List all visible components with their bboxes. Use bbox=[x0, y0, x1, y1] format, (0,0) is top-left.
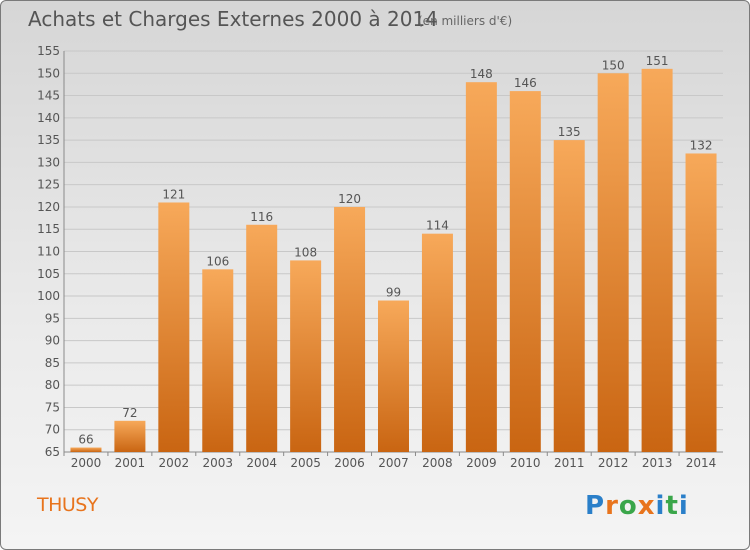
chart-title: Achats et Charges Externes 2000 à 2014 bbox=[28, 7, 438, 31]
data-label-2004: 116 bbox=[250, 210, 273, 224]
bar-2012 bbox=[597, 73, 629, 453]
y-tick-label: 75 bbox=[45, 400, 60, 414]
y-tick-label: 70 bbox=[45, 423, 60, 437]
y-tick-label: 85 bbox=[45, 356, 60, 370]
logo-letter: t bbox=[665, 491, 679, 521]
x-tick-label-2010: 2010 bbox=[510, 456, 541, 470]
x-tick-label-2002: 2002 bbox=[159, 456, 190, 470]
bar-2010 bbox=[509, 91, 541, 452]
logo-letter: o bbox=[618, 491, 638, 521]
y-tick-label: 140 bbox=[37, 111, 60, 125]
data-label-2013: 151 bbox=[646, 54, 669, 68]
proxiti-logo: Proxiti bbox=[585, 491, 689, 521]
bar-2011 bbox=[553, 140, 585, 452]
y-tick-label: 155 bbox=[37, 44, 60, 58]
logo-letter: i bbox=[678, 491, 689, 521]
y-tick-label: 105 bbox=[37, 267, 60, 281]
bar-2003 bbox=[202, 269, 234, 452]
y-tick-label: 150 bbox=[37, 66, 60, 80]
x-tick-label-2006: 2006 bbox=[334, 456, 365, 470]
data-label-2003: 106 bbox=[206, 254, 229, 268]
data-label-2008: 114 bbox=[426, 219, 449, 233]
y-tick-label: 100 bbox=[37, 289, 60, 303]
bar-2004 bbox=[246, 224, 278, 452]
y-tick-label: 65 bbox=[45, 445, 60, 459]
x-tick-label-2012: 2012 bbox=[598, 456, 629, 470]
data-label-2014: 132 bbox=[690, 138, 713, 152]
y-tick-label: 135 bbox=[37, 133, 60, 147]
data-label-2012: 150 bbox=[602, 58, 625, 72]
data-label-2010: 146 bbox=[514, 76, 537, 90]
x-tick-label-2014: 2014 bbox=[686, 456, 717, 470]
bar-2001 bbox=[114, 420, 146, 452]
x-tick-label-2004: 2004 bbox=[246, 456, 277, 470]
bar-2013 bbox=[641, 68, 673, 453]
data-label-2011: 135 bbox=[558, 125, 581, 139]
bar-2008 bbox=[421, 233, 453, 452]
data-label-2002: 121 bbox=[162, 187, 185, 201]
commune-name: THUSY bbox=[37, 494, 98, 516]
logo-letter: r bbox=[605, 491, 619, 521]
logo-letter: i bbox=[655, 491, 666, 521]
y-tick-label: 110 bbox=[37, 245, 60, 259]
y-tick-label: 130 bbox=[37, 155, 60, 169]
bar-2000 bbox=[70, 447, 102, 452]
logo-letter: P bbox=[585, 491, 606, 521]
y-tick-label: 145 bbox=[37, 89, 60, 103]
y-tick-label: 95 bbox=[45, 311, 60, 325]
y-tick-label: 120 bbox=[37, 200, 60, 214]
x-tick-label-2003: 2003 bbox=[202, 456, 233, 470]
data-label-2007: 99 bbox=[386, 286, 401, 300]
chart-unit: (en milliers d'€) bbox=[418, 14, 513, 28]
bar-2005 bbox=[290, 260, 322, 452]
y-tick-label: 125 bbox=[37, 178, 60, 192]
bar-2009 bbox=[465, 82, 497, 452]
bar-2007 bbox=[378, 300, 409, 452]
x-tick-label-2005: 2005 bbox=[290, 456, 321, 470]
data-label-2000: 66 bbox=[78, 433, 93, 447]
x-tick-label-2008: 2008 bbox=[422, 456, 453, 470]
x-tick-label-2001: 2001 bbox=[115, 456, 146, 470]
x-tick-label-2013: 2013 bbox=[642, 456, 673, 470]
bar-2006 bbox=[334, 206, 366, 452]
x-tick-label-2007: 2007 bbox=[378, 456, 409, 470]
x-tick-label-2009: 2009 bbox=[466, 456, 497, 470]
y-tick-label: 80 bbox=[45, 378, 60, 392]
y-tick-label: 115 bbox=[37, 222, 60, 236]
data-label-2009: 148 bbox=[470, 67, 493, 81]
x-tick-label-2011: 2011 bbox=[554, 456, 585, 470]
data-label-2005: 108 bbox=[294, 245, 317, 259]
bar-2014 bbox=[685, 153, 717, 452]
data-label-2006: 120 bbox=[338, 192, 361, 206]
data-label-2001: 72 bbox=[122, 406, 137, 420]
logo-letter: x bbox=[637, 491, 656, 521]
bar-2002 bbox=[158, 202, 190, 452]
x-tick-label-2000: 2000 bbox=[71, 456, 102, 470]
y-tick-label: 90 bbox=[45, 334, 60, 348]
